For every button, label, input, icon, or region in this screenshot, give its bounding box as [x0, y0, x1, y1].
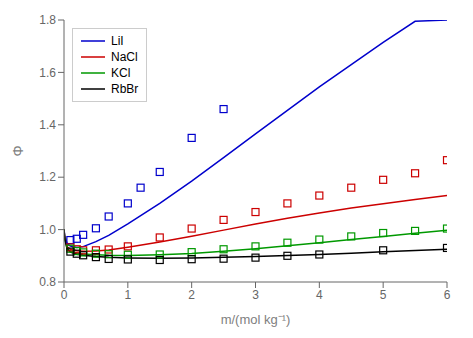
html-text:NaCl: NaCl: [111, 50, 138, 64]
html-text:LiI: LiI: [111, 34, 124, 48]
svg-text:5: 5: [380, 288, 387, 302]
svg-text:1.6: 1.6: [39, 66, 56, 80]
svg-text:1.0: 1.0: [39, 223, 56, 237]
svg-text:1.2: 1.2: [39, 170, 56, 184]
svg-text:3: 3: [252, 288, 259, 302]
svg-text:Φ: Φ: [10, 145, 26, 156]
svg-text:2: 2: [188, 288, 195, 302]
svg-text:0: 0: [61, 288, 68, 302]
svg-text:0.8: 0.8: [39, 275, 56, 289]
svg-text:1: 1: [124, 288, 131, 302]
html-text:KCl: KCl: [111, 66, 131, 80]
svg-text:1.4: 1.4: [39, 118, 56, 132]
svg-text:1.8: 1.8: [39, 13, 56, 27]
svg-text:m/(mol kg⁻¹): m/(mol kg⁻¹): [221, 312, 291, 327]
html-text:RbBr: RbBr: [111, 82, 139, 96]
svg-text:4: 4: [316, 288, 323, 302]
svg-text:6: 6: [444, 288, 451, 302]
